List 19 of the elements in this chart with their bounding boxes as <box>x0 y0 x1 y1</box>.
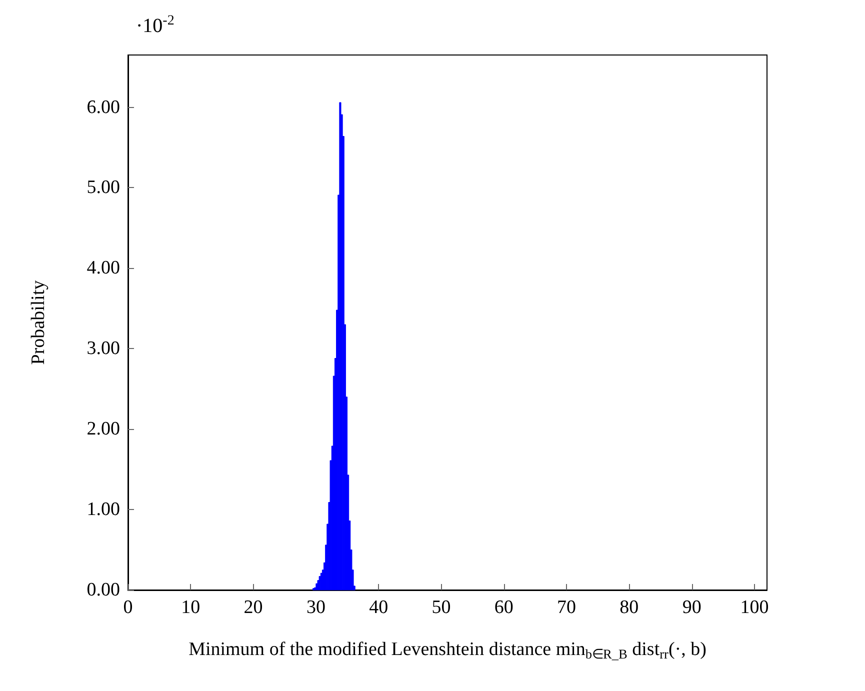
x-tick-label: 50 <box>432 597 451 618</box>
y-tick-label: 4.00 <box>86 258 120 279</box>
x-tick-label: 0 <box>123 597 133 618</box>
x-tick-label: 60 <box>494 597 514 618</box>
y-tick-label: 2.00 <box>86 418 120 440</box>
x-tick-label: 40 <box>369 597 388 618</box>
x-tick-label: 70 <box>557 597 576 618</box>
y-tick-label: 5.00 <box>86 177 120 198</box>
x-tick-label: 100 <box>740 597 769 618</box>
y-axis-title: Probability <box>28 280 49 365</box>
y-tick-label: 0.00 <box>86 580 120 600</box>
x-tick-label: 90 <box>682 597 702 618</box>
x-tick-label: 10 <box>181 597 200 618</box>
x-tick-label: 20 <box>244 597 263 618</box>
y-tick-label: 1.00 <box>86 499 120 520</box>
x-tick-label: 80 <box>620 597 639 618</box>
y-tick-label: 3.00 <box>86 338 120 360</box>
x-tick-label: 30 <box>306 597 326 618</box>
y-tick-label: 6.00 <box>86 96 120 118</box>
